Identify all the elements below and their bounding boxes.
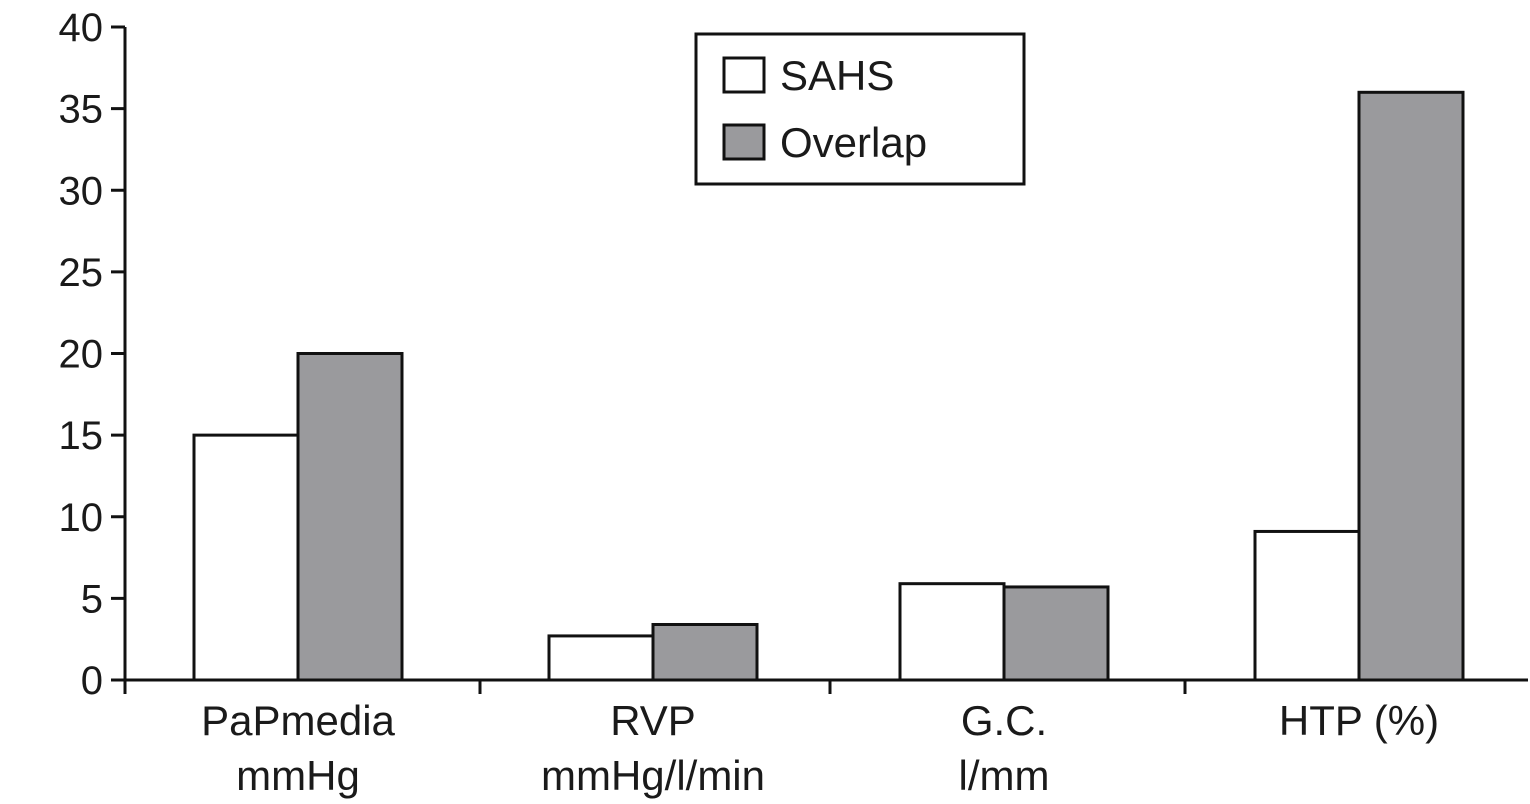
x-category-label-2-1: l/mm xyxy=(959,752,1050,799)
bar-overlap-1 xyxy=(651,622,759,682)
y-tick-label-25: 25 xyxy=(59,251,104,295)
bar-sahs-1 xyxy=(547,634,655,682)
x-category-label-0-0: PaPmedia xyxy=(201,697,395,744)
bar-overlap-2 xyxy=(1002,585,1110,682)
bar-overlap-0 xyxy=(296,352,404,682)
legend: SAHS Overlap xyxy=(694,32,1026,186)
x-category-label-1-1: mmHg/l/min xyxy=(541,752,765,799)
legend-swatch-overlap xyxy=(722,123,766,161)
y-tick-label-10: 10 xyxy=(59,496,104,540)
y-tick-label-5: 5 xyxy=(81,577,103,621)
bar-sahs-0 xyxy=(192,433,300,682)
y-tick-label-40: 40 xyxy=(59,6,104,50)
y-tick-label-30: 30 xyxy=(59,169,104,213)
x-axis-category-labels: PaPmedia mmHg RVP mmHg/l/min G.C. l/mm HTP (%) xyxy=(201,697,1439,799)
bar-sahs-3 xyxy=(1253,529,1361,682)
x-category-label-0-1: mmHg xyxy=(236,752,360,799)
legend-swatch-sahs xyxy=(722,56,766,94)
y-tick-label-15: 15 xyxy=(59,414,104,458)
bar-sahs-2 xyxy=(898,582,1006,682)
legend-label-sahs: SAHS xyxy=(780,52,894,99)
axes-group xyxy=(123,27,1528,694)
x-category-label-1-0: RVP xyxy=(610,697,696,744)
y-tick-label-35: 35 xyxy=(59,88,104,132)
x-category-label-3-0: HTP (%) xyxy=(1279,697,1439,744)
bars-group xyxy=(192,90,1465,682)
y-tick-label-0: 0 xyxy=(81,659,103,703)
y-tick-label-20: 20 xyxy=(59,333,104,377)
x-category-label-2-0: G.C. xyxy=(961,697,1047,744)
legend-label-overlap: Overlap xyxy=(780,119,927,166)
bar-overlap-3 xyxy=(1357,90,1465,682)
y-axis-ticks: 0 5 10 15 20 25 30 35 40 xyxy=(59,6,125,703)
